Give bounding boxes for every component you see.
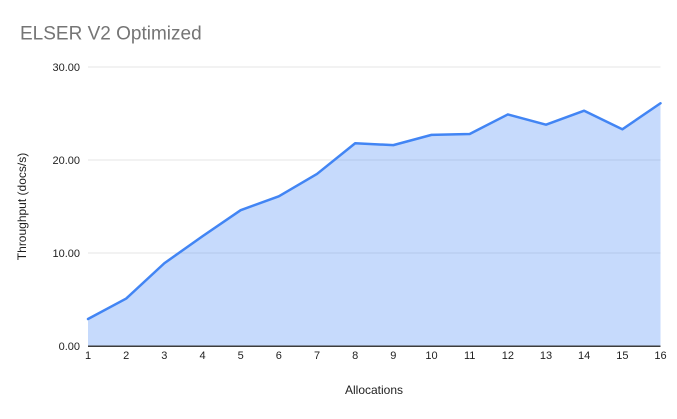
x-tick-label: 5	[238, 350, 244, 362]
x-tick-label: 9	[390, 350, 396, 362]
x-tick-label: 11	[464, 350, 475, 362]
y-tick-label: 20.00	[52, 155, 80, 167]
x-tick-label: 16	[654, 350, 666, 362]
x-tick-label: 4	[199, 350, 205, 362]
area-series-layer	[86, 102, 662, 347]
area-fill	[88, 103, 661, 347]
x-tick-label: 2	[123, 350, 129, 362]
gridlines-layer	[88, 66, 661, 254]
x-tick-label: 7	[314, 350, 320, 362]
x-tick-label: 13	[540, 350, 552, 362]
y-tick-label: 30.00	[52, 62, 80, 74]
y-axis-title: Throughput (docs/s)	[15, 153, 29, 260]
series-line	[86, 102, 662, 321]
x-axis-title: Allocations	[345, 383, 403, 397]
chart-title: ELSER V2 Optimized	[20, 24, 202, 45]
x-tick-label: 12	[502, 350, 514, 362]
y-tick-label: 10.00	[52, 248, 80, 260]
y-tick-label: 0.00	[59, 341, 80, 353]
x-tick-label: 8	[352, 350, 358, 362]
x-tick-label: 3	[161, 350, 167, 362]
x-tick-label: 1	[85, 350, 91, 362]
x-tick-label: 14	[578, 350, 590, 362]
x-tick-label: 10	[425, 350, 437, 362]
x-tick-label: 15	[616, 350, 628, 362]
x-tick-label: 6	[276, 350, 282, 362]
